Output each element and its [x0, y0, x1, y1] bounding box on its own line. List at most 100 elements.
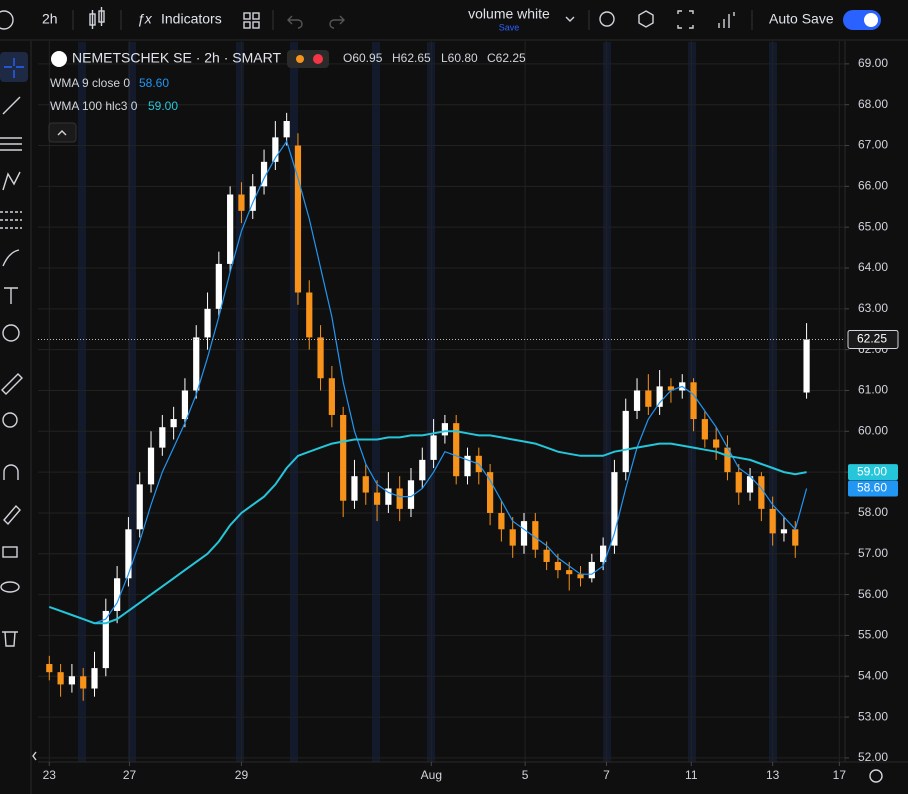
candle-body: [407, 480, 415, 509]
indicator-badge: [848, 480, 898, 497]
layout-menu-button[interactable]: [565, 16, 575, 22]
y-tick-label: 69.00: [858, 56, 888, 70]
y-tick-label: 63.00: [858, 301, 888, 315]
candle-body: [215, 263, 222, 309]
candle-body: [611, 472, 618, 546]
brush-tool[interactable]: [2, 249, 20, 267]
symbol-logo: [51, 51, 67, 67]
candle-body: [532, 521, 539, 550]
indicator-line: [48, 430, 807, 625]
candle-body: [159, 427, 166, 448]
symbol-title: NEMETSCHEK SE · 2h · SMART: [72, 50, 281, 66]
x-tick-label: Aug: [421, 768, 442, 782]
candle-body: [306, 292, 313, 338]
x-tick-label: 17: [833, 768, 847, 782]
y-tick-label: 54.00: [858, 668, 888, 682]
candle-body: [780, 529, 788, 534]
replay-button[interactable]: [599, 11, 615, 27]
y-tick-label: 55.00: [858, 628, 888, 642]
candle-body: [294, 145, 302, 293]
candle-body: [91, 668, 98, 689]
ohlc-open: O60.95: [343, 51, 383, 65]
x-tick-label: 5: [522, 768, 529, 782]
interval-button[interactable]: 2h: [42, 11, 58, 27]
session-band: [372, 42, 380, 762]
undo-button[interactable]: [287, 15, 303, 29]
hide-tool[interactable]: [0, 581, 20, 593]
snapshot-button[interactable]: [718, 12, 735, 28]
remove-tool[interactable]: [2, 631, 18, 647]
candle-body: [430, 435, 437, 460]
add-symbol-button[interactable]: [0, 10, 14, 30]
layout-name[interactable]: volume white: [468, 6, 550, 22]
y-tick-label: 66.00: [858, 179, 888, 193]
candle-body: [633, 390, 641, 411]
candle-body: [441, 423, 448, 436]
y-tick-label: 68.00: [858, 97, 888, 111]
indicators-button[interactable]: Indicators: [161, 11, 222, 27]
top-toolbar: [0, 0, 908, 40]
layout-status: Save: [499, 22, 520, 32]
market-status-icon: [296, 55, 304, 63]
candle-body: [125, 529, 132, 579]
candle-body: [57, 672, 64, 685]
measure-tool[interactable]: [1, 373, 23, 395]
candle-body: [46, 664, 53, 673]
lock-tool[interactable]: [2, 546, 18, 558]
chart-type-button[interactable]: [89, 7, 105, 29]
candle-body: [509, 529, 516, 546]
redo-button[interactable]: [329, 15, 345, 29]
y-tick-label: 53.00: [858, 709, 888, 723]
fullscreen-button[interactable]: [677, 10, 694, 29]
candle-body: [272, 137, 279, 162]
candle-body: [464, 455, 471, 477]
candle-body: [80, 676, 87, 689]
text-tool[interactable]: [4, 287, 18, 304]
session-band: [290, 42, 298, 762]
candle-body: [622, 410, 629, 473]
candle-body: [181, 390, 189, 420]
session-band: [128, 42, 136, 762]
y-tick-label: 60.00: [858, 423, 888, 437]
candle-body: [260, 161, 268, 187]
candle-body: [102, 610, 109, 669]
collapse-legend-button[interactable]: [48, 122, 77, 143]
indicator-line: [94, 140, 808, 624]
pattern-tool[interactable]: [2, 171, 21, 191]
zoom-tool[interactable]: [2, 412, 18, 428]
candle-body: [283, 121, 290, 138]
indicator-value: 58.60: [139, 76, 169, 90]
candle-body: [600, 545, 607, 562]
candle-body: [249, 186, 256, 211]
indicator-name[interactable]: WMA 100 hlc3 0: [50, 99, 138, 113]
forecast-tool[interactable]: [0, 211, 22, 229]
crosshair-tool[interactable]: [0, 52, 28, 82]
candle-body: [769, 508, 776, 534]
y-tick-label: 67.00: [858, 138, 888, 152]
candle-body: [498, 512, 505, 530]
axis-settings-button[interactable]: [869, 769, 883, 783]
magnet-tool[interactable]: [3, 464, 19, 480]
candle-body: [328, 378, 335, 415]
candle-body: [114, 578, 121, 611]
emoji-tool[interactable]: [2, 324, 20, 342]
last-price-label: 62.25: [857, 332, 887, 346]
y-tick-label: 64.00: [858, 260, 888, 274]
indicator-value: 59.00: [148, 99, 178, 113]
x-tick-label: 23: [43, 768, 57, 782]
fib-tool[interactable]: [0, 137, 22, 151]
x-tick-label: 27: [123, 768, 137, 782]
layouts-button[interactable]: [243, 12, 260, 29]
candle-body: [419, 459, 426, 481]
lock-drawing-tool[interactable]: [3, 504, 21, 526]
scroll-left[interactable]: [32, 751, 37, 761]
candle-body: [147, 447, 155, 485]
candle-body: [656, 386, 663, 407]
indicator-name[interactable]: WMA 9 close 0: [50, 76, 130, 90]
candle-body: [340, 414, 347, 501]
settings-button[interactable]: [638, 10, 654, 28]
trend-line-tool[interactable]: [2, 96, 21, 115]
candle-body: [486, 472, 494, 513]
hot-icon: [313, 54, 323, 64]
